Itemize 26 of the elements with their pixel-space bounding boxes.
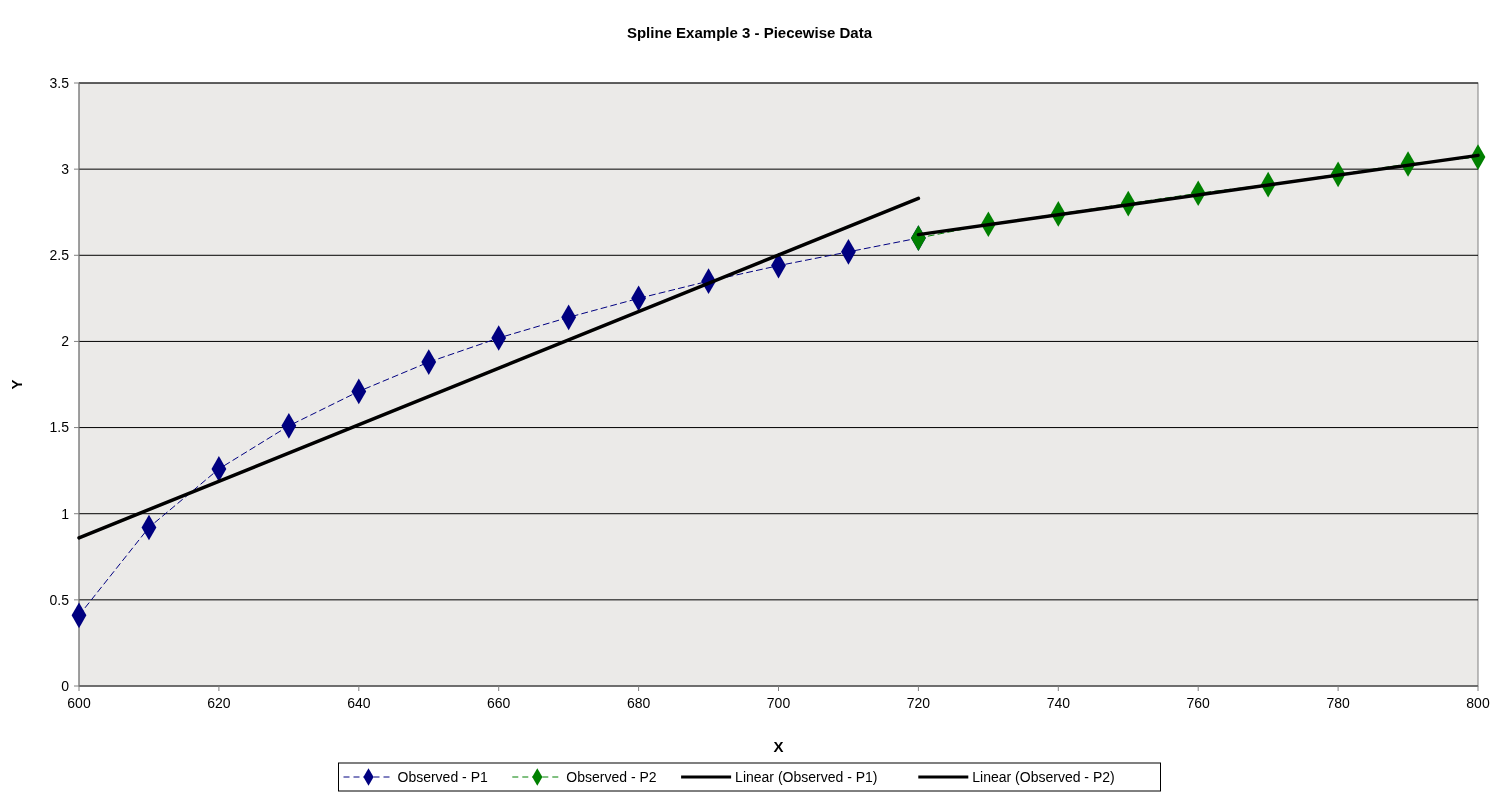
x-tick-label: 600 bbox=[67, 695, 91, 711]
x-tick-label: 680 bbox=[626, 695, 651, 711]
x-axis-title: X bbox=[773, 738, 784, 755]
y-tick-label: 2.5 bbox=[49, 247, 70, 264]
legend-label: Linear (Observed - P1) bbox=[735, 768, 878, 785]
y-tick-label: 3 bbox=[61, 161, 70, 178]
x-tick-label: 760 bbox=[1186, 695, 1211, 711]
y-tick-label: 1.5 bbox=[49, 419, 70, 436]
x-tick-label: 700 bbox=[766, 695, 791, 711]
y-tick-label: 3.5 bbox=[49, 74, 70, 91]
y-tick-label: 0.5 bbox=[49, 591, 70, 608]
legend-label: Observed - P2 bbox=[566, 768, 657, 785]
x-tick-label: 660 bbox=[487, 695, 511, 711]
y-tick-label: 0 bbox=[61, 677, 70, 694]
y-tick-label: 1 bbox=[61, 505, 70, 522]
y-tick-label: 2 bbox=[61, 333, 70, 350]
x-tick-label: 740 bbox=[1046, 695, 1071, 711]
x-tick-label: 620 bbox=[207, 695, 231, 711]
x-tick-label: 780 bbox=[1326, 695, 1350, 711]
x-tick-label: 800 bbox=[1466, 695, 1490, 711]
legend-label: Observed - P1 bbox=[397, 768, 488, 785]
chart-title: Spline Example 3 - Piecewise Data bbox=[626, 24, 873, 41]
x-tick-label: 640 bbox=[347, 695, 371, 711]
y-axis-title: Y bbox=[8, 379, 25, 390]
legend-label: Linear (Observed - P2) bbox=[972, 768, 1115, 785]
x-tick-label: 720 bbox=[906, 695, 931, 711]
